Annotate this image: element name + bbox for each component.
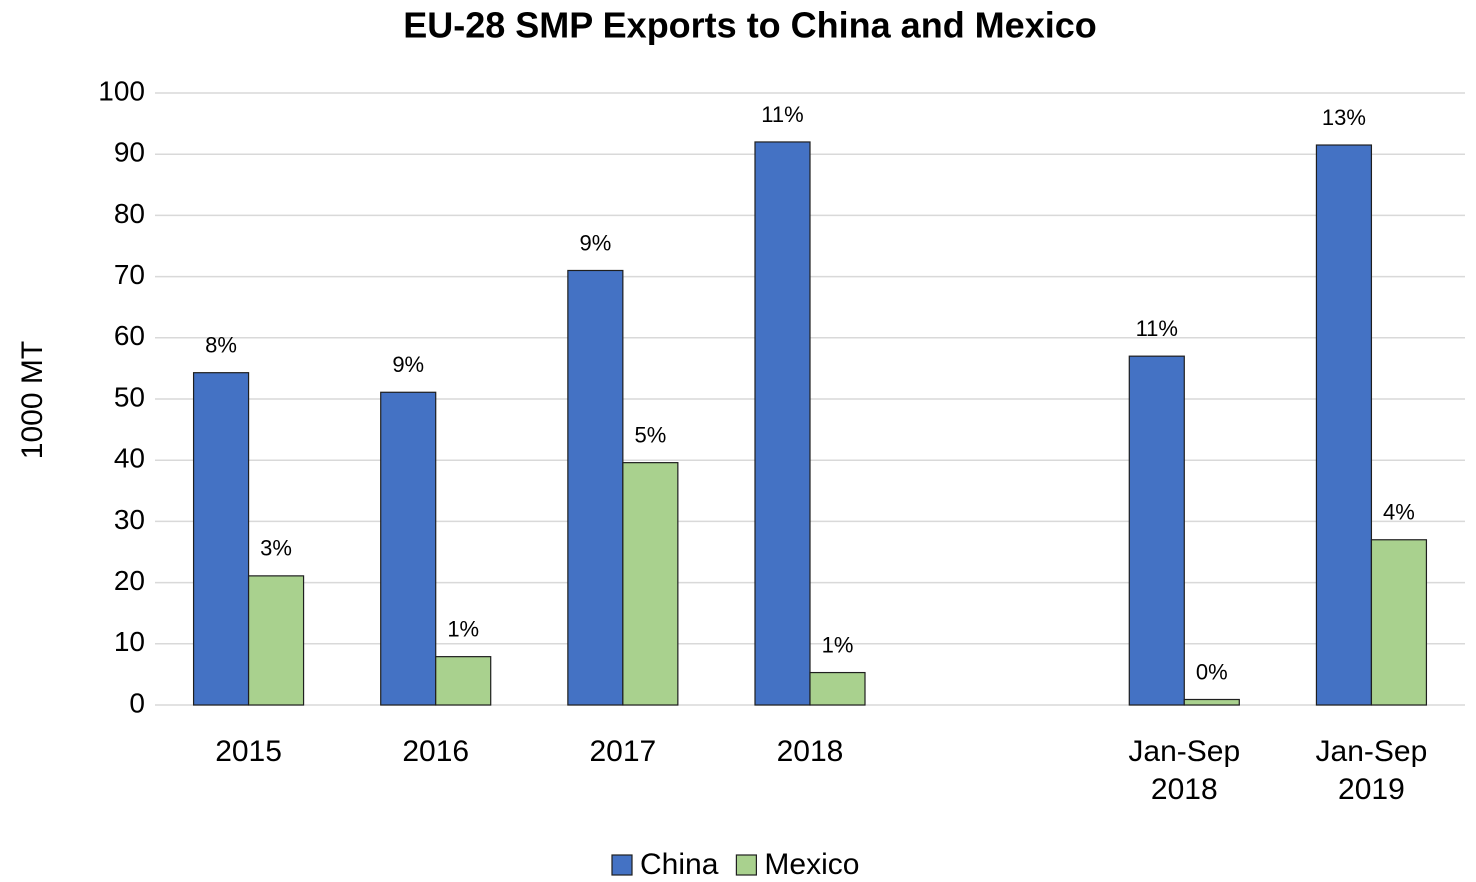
legend-swatch <box>611 854 633 876</box>
x-tick-label: 2016 <box>402 735 470 768</box>
bar <box>754 141 811 706</box>
y-tick-label: 30 <box>114 504 145 535</box>
data-label: 1% <box>447 616 479 641</box>
y-tick-label: 100 <box>98 75 145 106</box>
legend-label: Mexico <box>764 848 859 881</box>
data-label: 13% <box>1322 105 1366 130</box>
data-label: 9% <box>579 230 611 255</box>
data-label: 11% <box>1136 316 1178 341</box>
data-label: 11% <box>761 102 803 127</box>
y-tick-label: 20 <box>114 565 145 596</box>
y-tick-label: 70 <box>114 259 145 290</box>
y-tick-label: 10 <box>114 626 145 657</box>
bar <box>622 462 679 706</box>
x-tick-label: 2015 <box>215 735 282 768</box>
data-label: 5% <box>634 422 666 447</box>
y-tick-label: 90 <box>114 137 145 168</box>
bar <box>192 372 250 706</box>
legend-swatch <box>735 854 757 876</box>
data-label: 9% <box>392 352 424 377</box>
data-label: 4% <box>1383 500 1415 525</box>
bar <box>247 575 305 706</box>
x-tick-label: Jan-Sep 2018 <box>1128 735 1241 806</box>
y-tick-label: 0 <box>129 687 145 718</box>
data-label: 0% <box>1196 659 1228 684</box>
data-label: 8% <box>205 332 237 357</box>
y-tick-label: 60 <box>114 320 145 351</box>
y-tick-label: 50 <box>114 381 145 412</box>
bar <box>435 656 492 706</box>
x-tick-label: Jan-Sep 2019 <box>1315 735 1428 806</box>
x-tick-label: 2017 <box>589 735 657 768</box>
data-label: 1% <box>822 632 854 657</box>
legend-label: China <box>640 848 719 881</box>
y-tick-label: 80 <box>114 198 145 229</box>
x-tick-label: 2018 <box>776 735 844 768</box>
bar <box>380 391 437 706</box>
y-axis-label: 1000 MT <box>16 341 49 459</box>
bar <box>809 671 866 706</box>
chart-title: EU-28 SMP Exports to China and Mexico <box>403 5 1096 46</box>
data-label: 3% <box>260 536 292 561</box>
bar <box>1315 144 1373 706</box>
bar <box>1370 539 1428 706</box>
bar <box>1183 698 1240 706</box>
bar <box>1128 355 1185 706</box>
y-tick-label: 40 <box>114 443 145 474</box>
bar <box>567 269 624 706</box>
